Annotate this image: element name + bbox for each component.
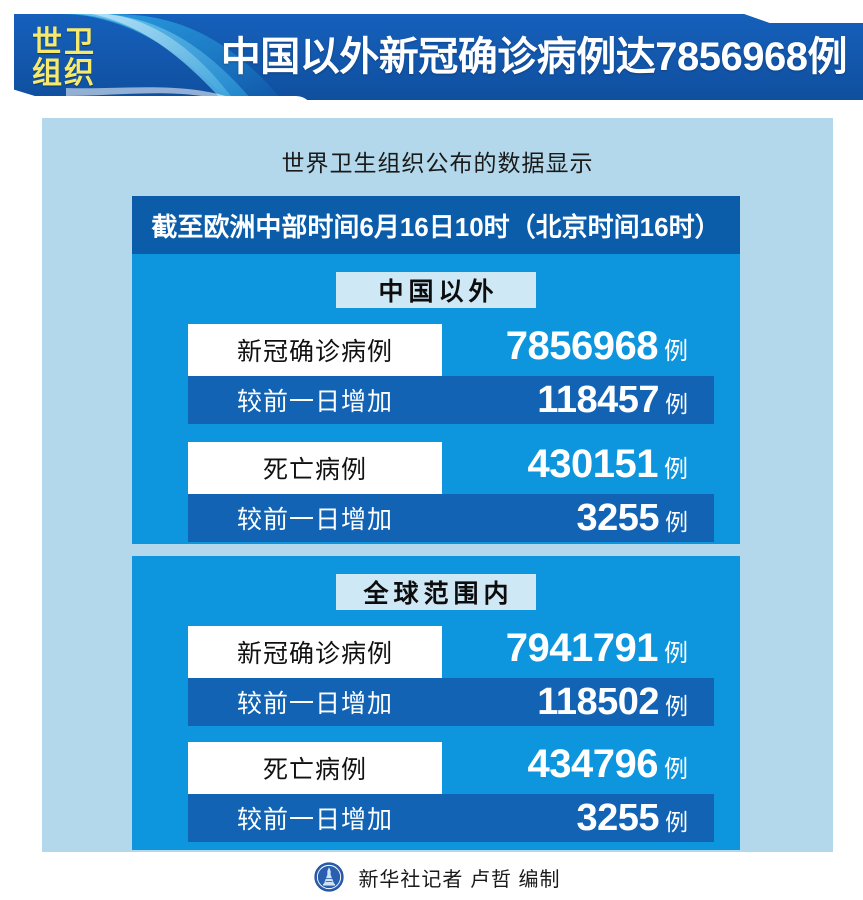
- delta-label: 较前一日增加: [236, 388, 393, 416]
- delta-value-group: 3255 例: [442, 797, 714, 840]
- delta-label: 较前一日增加: [236, 806, 393, 834]
- stat-label: 死亡病例: [262, 756, 367, 784]
- delta-unit: 例: [665, 390, 688, 417]
- ribbon-swoosh-decoration: [52, 0, 352, 118]
- delta-label: 较前一日增加: [236, 690, 393, 718]
- stat-value-group: 430151 例: [442, 442, 740, 494]
- delta-value-group: 118457 例: [442, 379, 714, 422]
- stat-value: 7941791: [505, 626, 659, 670]
- stats-panel-outside-china: 中国以外 新冠确诊病例 7856968 例 较前一日增加 118457 例: [132, 254, 740, 544]
- date-bar: 截至欧洲中部时间6月16日10时（北京时间16时）: [132, 196, 740, 254]
- delta-value: 118502: [537, 680, 659, 723]
- stat-label-chip: 新冠确诊病例: [188, 626, 442, 678]
- table-row: 新冠确诊病例 7856968 例: [132, 324, 740, 376]
- delta-unit: 例: [665, 692, 688, 719]
- stat-label-chip: 新冠确诊病例: [188, 324, 442, 376]
- stat-label: 新冠确诊病例: [236, 640, 393, 668]
- stat-label: 死亡病例: [262, 456, 367, 484]
- stat-group-confirmed: 新冠确诊病例 7941791 例 较前一日增加 118502 例: [132, 626, 740, 726]
- delta-unit: 例: [665, 508, 688, 535]
- stats-panel-global: 全球范围内 新冠确诊病例 7941791 例 较前一日增加 118502 例: [132, 556, 740, 850]
- delta-value: 3255: [576, 496, 659, 539]
- stat-value: 430151: [527, 442, 659, 486]
- panel-heading-global: 全球范围内: [336, 574, 536, 610]
- stat-group-confirmed: 新冠确诊病例 7856968 例 较前一日增加 118457 例: [132, 324, 740, 424]
- credit-line: 新华社记者 卢哲 编制: [42, 862, 833, 892]
- wmo-badge: 世卫 组织: [18, 18, 110, 98]
- stat-unit: 例: [664, 456, 688, 483]
- date-bar-text: 截至欧洲中部时间6月16日10时（北京时间16时）: [151, 211, 721, 242]
- stat-label-chip: 死亡病例: [188, 442, 442, 494]
- stat-unit: 例: [664, 640, 688, 667]
- page-title: 中国以外新冠确诊病例达7856968例: [220, 35, 848, 79]
- table-row: 较前一日增加 118502 例: [188, 678, 714, 726]
- stat-value: 434796: [527, 742, 659, 786]
- stat-group-deaths: 死亡病例 434796 例 较前一日增加 3255 例: [132, 742, 740, 842]
- banner-notch-decoration: [14, 96, 314, 114]
- subtitle: 世界卫生组织公布的数据显示: [281, 150, 594, 176]
- stat-value-group: 434796 例: [442, 742, 740, 794]
- table-row: 新冠确诊病例 7941791 例: [132, 626, 740, 678]
- stat-value-group: 7856968 例: [442, 324, 740, 376]
- panel-heading-label: 全球范围内: [363, 580, 514, 608]
- panel-heading-outside-china: 中国以外: [336, 272, 536, 308]
- stat-label: 新冠确诊病例: [236, 338, 393, 366]
- panel-heading-label: 中国以外: [378, 278, 499, 306]
- stat-unit: 例: [664, 338, 688, 365]
- header-banner: 世卫 组织 中国以外新冠确诊病例达7856968例: [0, 0, 863, 118]
- stat-unit: 例: [664, 756, 688, 783]
- delta-value-group: 118502 例: [442, 681, 714, 724]
- delta-label: 较前一日增加: [236, 506, 393, 534]
- stat-label-chip: 死亡病例: [188, 742, 442, 794]
- stat-value-group: 7941791 例: [442, 626, 740, 678]
- delta-value: 3255: [576, 796, 659, 839]
- wmo-badge-line-2: 组织: [32, 57, 96, 90]
- table-row: 较前一日增加 118457 例: [188, 376, 714, 424]
- delta-value-group: 3255 例: [442, 497, 714, 540]
- delta-value: 118457: [537, 378, 659, 421]
- wmo-badge-line-1: 世卫: [32, 25, 96, 59]
- xinhua-logo-icon: [314, 862, 345, 892]
- table-row: 较前一日增加 3255 例: [188, 794, 714, 842]
- stat-value: 7856968: [505, 324, 659, 368]
- table-row: 较前一日增加 3255 例: [188, 494, 714, 542]
- table-row: 死亡病例 430151 例: [132, 442, 740, 494]
- table-row: 死亡病例 434796 例: [132, 742, 740, 794]
- delta-unit: 例: [665, 808, 688, 835]
- credit-text: 新华社记者 卢哲 编制: [358, 868, 561, 891]
- stat-group-deaths: 死亡病例 430151 例 较前一日增加 3255 例: [132, 442, 740, 542]
